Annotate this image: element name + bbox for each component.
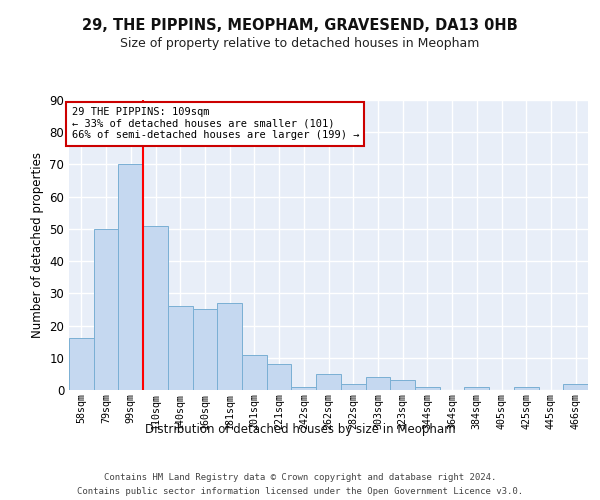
Text: Contains public sector information licensed under the Open Government Licence v3: Contains public sector information licen… [77,488,523,496]
Bar [193,310,217,390]
Bar [365,377,390,390]
Bar [217,303,242,390]
Bar [94,229,118,390]
Text: Distribution of detached houses by size in Meopham: Distribution of detached houses by size … [145,422,455,436]
Bar [464,387,489,390]
Bar [514,387,539,390]
Text: 29, THE PIPPINS, MEOPHAM, GRAVESEND, DA13 0HB: 29, THE PIPPINS, MEOPHAM, GRAVESEND, DA1… [82,18,518,32]
Bar [316,374,341,390]
Bar [292,387,316,390]
Bar [143,226,168,390]
Bar [563,384,588,390]
Text: Contains HM Land Registry data © Crown copyright and database right 2024.: Contains HM Land Registry data © Crown c… [104,472,496,482]
Bar [118,164,143,390]
Text: Size of property relative to detached houses in Meopham: Size of property relative to detached ho… [121,38,479,51]
Bar [267,364,292,390]
Bar [168,306,193,390]
Text: 29 THE PIPPINS: 109sqm
← 33% of detached houses are smaller (101)
66% of semi-de: 29 THE PIPPINS: 109sqm ← 33% of detached… [71,108,359,140]
Bar [390,380,415,390]
Bar [242,354,267,390]
Y-axis label: Number of detached properties: Number of detached properties [31,152,44,338]
Bar [341,384,365,390]
Bar [415,387,440,390]
Bar [69,338,94,390]
